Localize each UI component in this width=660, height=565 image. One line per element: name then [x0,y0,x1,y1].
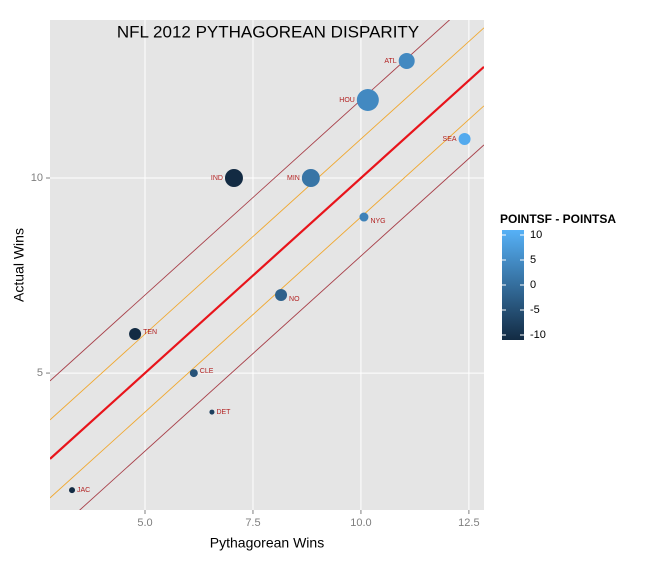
chart-title: NFL 2012 PYTHAGOREAN DISPARITY [117,22,419,41]
point-label: IND [211,175,223,182]
reference-lines [50,20,484,510]
point [189,369,198,378]
legend: 10 5 0 -5 -10 [502,229,546,341]
point [458,132,471,145]
point-label: CLE [200,368,214,375]
reference-line [50,65,484,460]
point [356,88,379,111]
point [359,212,369,222]
legend-tick-label: -10 [530,329,546,341]
legend-tick-label: 0 [530,279,536,291]
x-axis-title: Pythagorean Wins [210,535,324,551]
point-label: ATL [384,58,396,65]
point [224,169,243,188]
point-label: NO [289,296,300,303]
point-label: HOU [339,97,355,104]
y-tick-label: 10 [31,172,43,184]
y-axis-title: Actual Wins [11,228,27,302]
point [275,289,288,302]
point-label: TEN [143,329,157,336]
x-tick-label: 5.0 [137,517,152,529]
point-label: SEA [443,136,457,143]
reference-line [79,144,484,510]
point [301,169,320,188]
point [129,328,142,341]
reference-line [50,105,484,499]
point-label: DET [216,409,231,416]
legend-title: POINTSF - POINTSA [500,212,616,226]
point-label: JAC [77,487,90,494]
x-tick-label: 12.5 [458,517,479,529]
reference-line [50,27,484,421]
x-tick-label: 10.0 [350,517,371,529]
point [398,52,415,69]
colorbar [502,230,524,340]
legend-tick-label: 10 [530,229,542,241]
y-tick-label: 5 [37,367,43,379]
point [209,409,215,415]
point-label: MIN [287,175,300,182]
panel [50,20,484,510]
legend-tick-label: -5 [530,304,540,316]
reference-line [50,20,451,382]
x-tick-label: 7.5 [245,517,260,529]
point [69,487,76,494]
point-label: NYG [370,218,385,225]
legend-tick-label: 5 [530,254,536,266]
points: JAC TEN CLE DET NO IND MIN NYG HOU ATL SEA [69,52,471,494]
